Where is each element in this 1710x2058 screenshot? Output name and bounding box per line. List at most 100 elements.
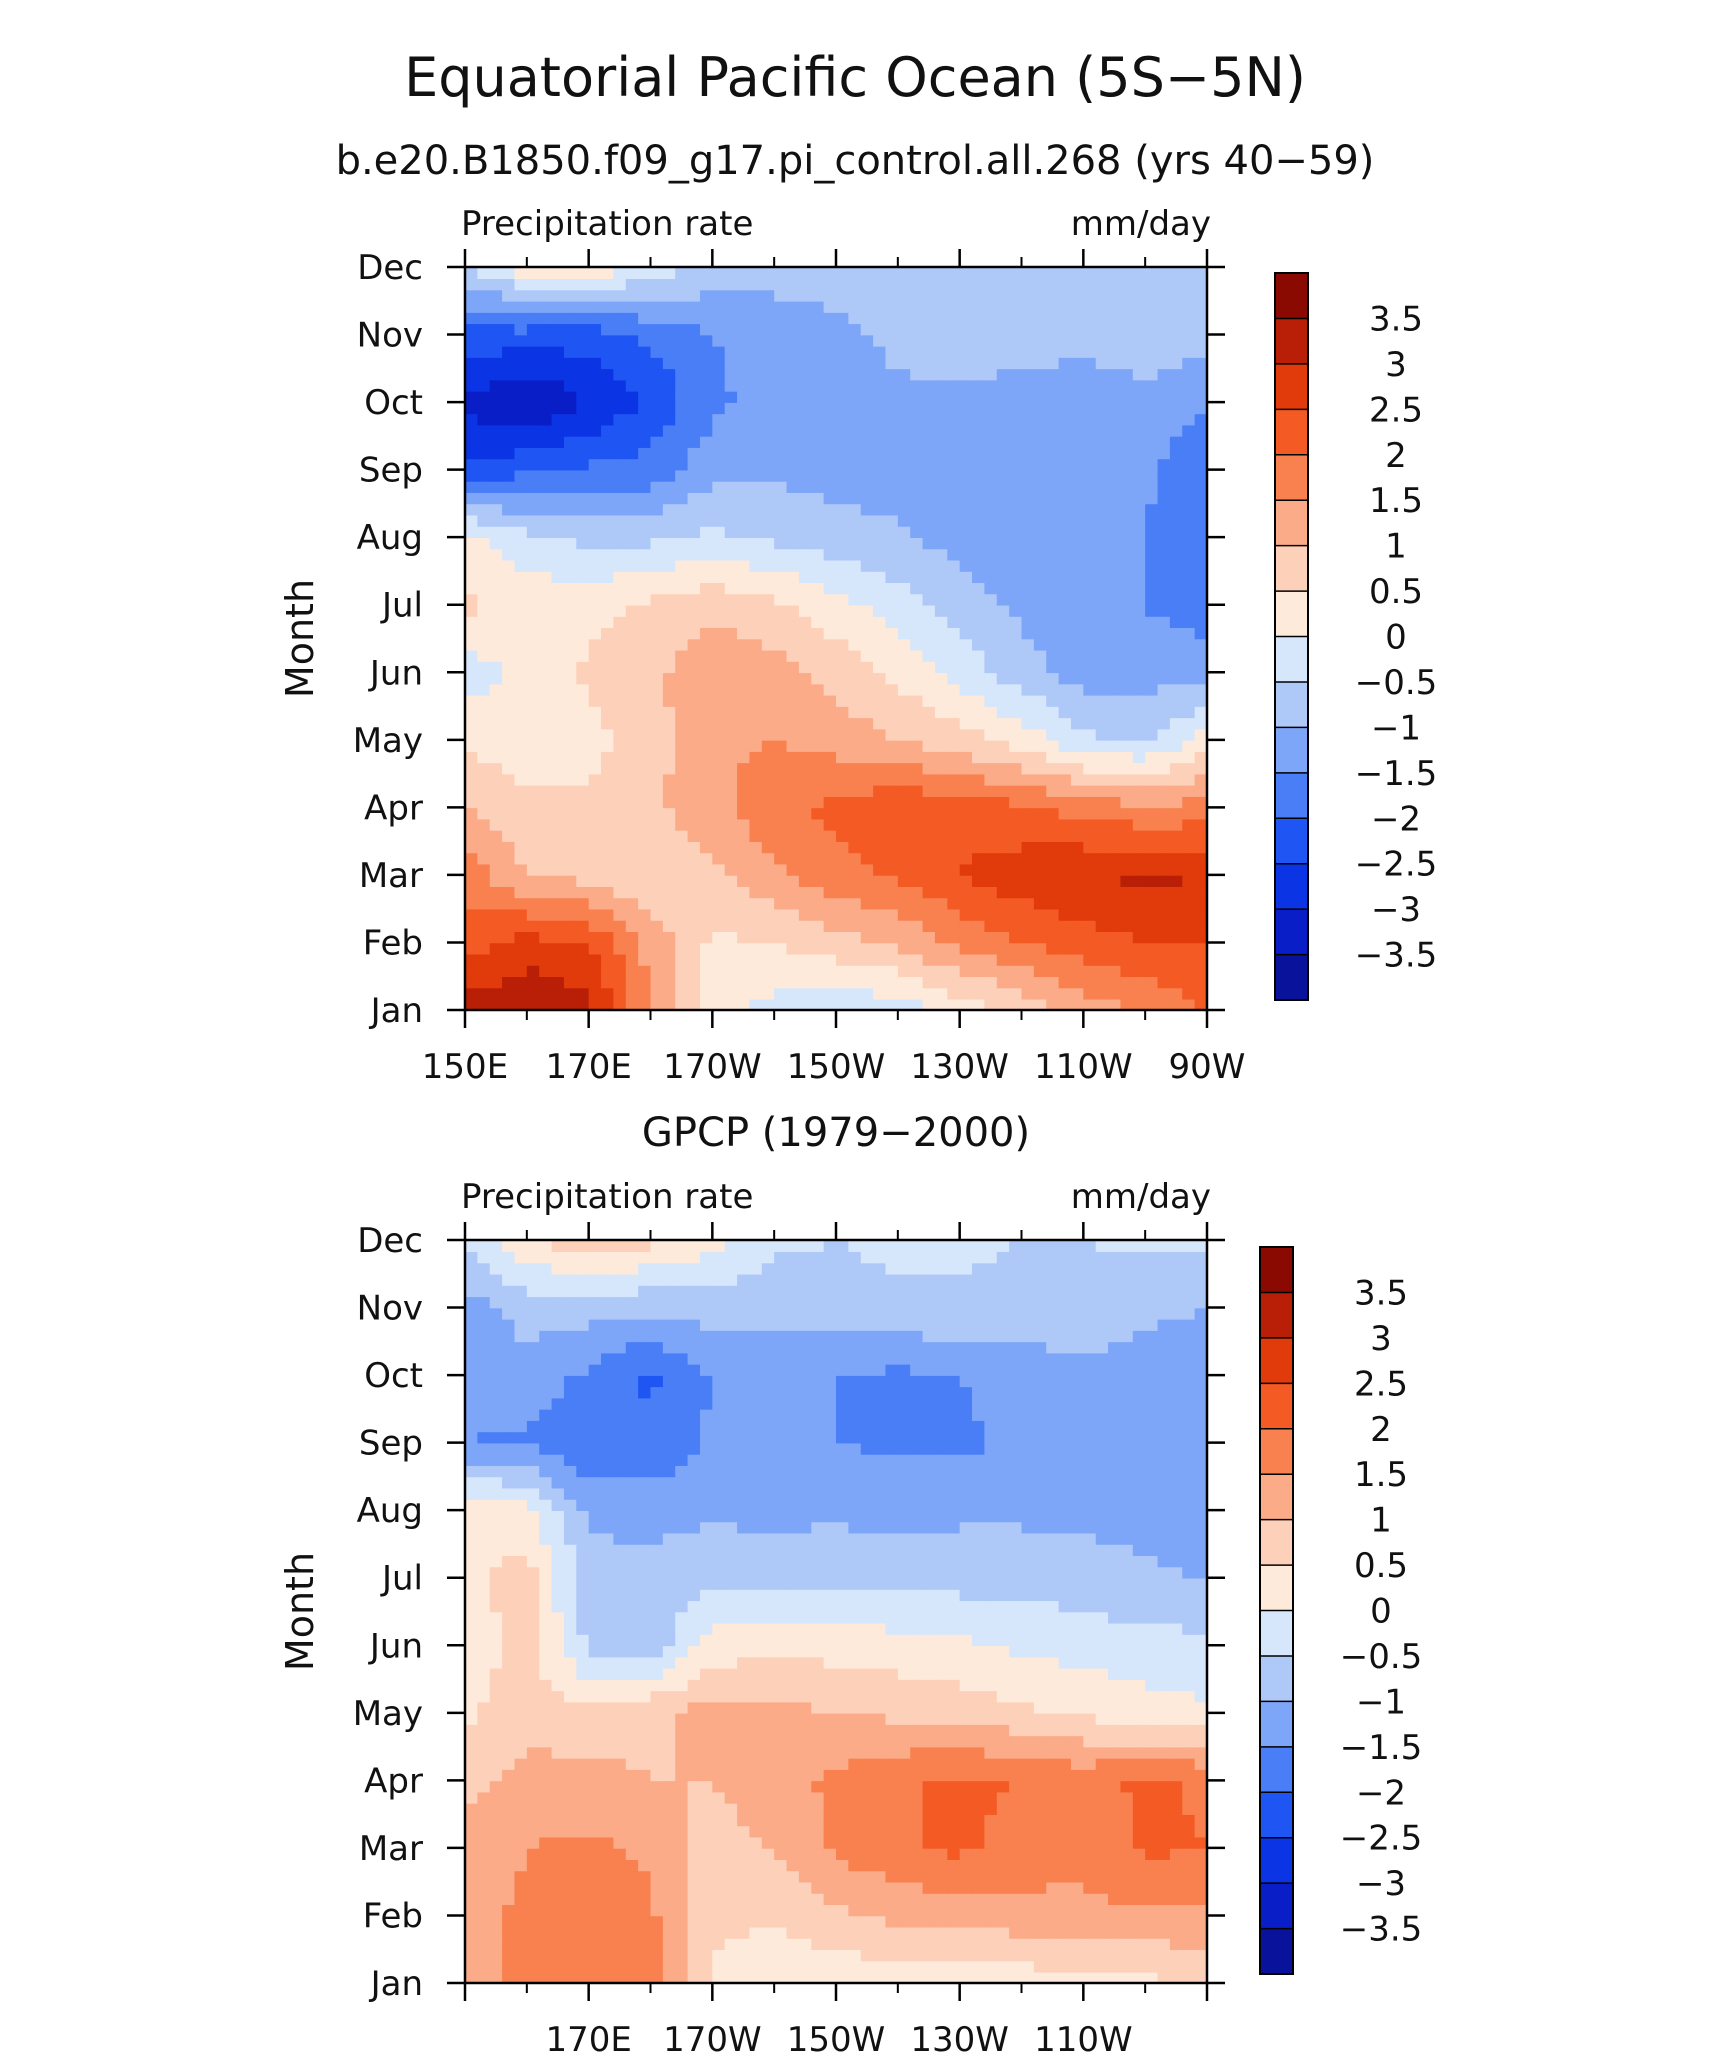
field-cell: [502, 807, 516, 820]
field-cell: [848, 863, 862, 876]
field-cell: [996, 435, 1010, 448]
field-cell: [1009, 1926, 1023, 1939]
field-cell: [1132, 413, 1146, 426]
field-cell: [774, 1949, 788, 1962]
field-cell: [551, 919, 565, 932]
field-cell: [1021, 694, 1035, 707]
field-cell: [910, 379, 924, 392]
field-cell: [1132, 1971, 1146, 1983]
field-cell: [601, 424, 615, 437]
field-cell: [749, 537, 763, 550]
field-cell: [724, 1859, 738, 1872]
field-cell: [823, 728, 837, 741]
field-cell: [1145, 357, 1159, 370]
field-cell: [675, 514, 689, 527]
field-cell: [1046, 739, 1060, 752]
field-cell: [774, 582, 788, 595]
field-cell: [489, 379, 503, 392]
field-cell: [699, 503, 714, 516]
field-cell: [1182, 469, 1196, 482]
field-cell: [489, 773, 503, 786]
field-cell: [873, 908, 887, 921]
field-cell: [477, 514, 491, 527]
field-cell: [934, 638, 949, 651]
field-cell: [1157, 1926, 1171, 1939]
field-cell: [675, 413, 689, 426]
field-cell: [947, 1859, 961, 1872]
field-cell: [811, 582, 825, 595]
field-cell: [947, 548, 961, 561]
field-cell: [1070, 548, 1085, 561]
field-cell: [1108, 1915, 1122, 1928]
field-cell: [638, 503, 652, 516]
field-cell: [489, 931, 503, 944]
field-cell: [724, 1904, 738, 1917]
field-cell: [1145, 1926, 1159, 1939]
field-cell: [1157, 976, 1171, 989]
field-cell: [1058, 379, 1072, 392]
field-cell: [996, 818, 1010, 831]
field-cell: [514, 1892, 528, 1905]
field-cell: [687, 469, 701, 482]
field-cell: [576, 1802, 590, 1815]
field-cell: [675, 357, 689, 370]
field-cell: [1157, 784, 1171, 797]
field-cell: [687, 559, 701, 572]
field-cell: [662, 829, 677, 842]
field-cell: [1157, 447, 1171, 460]
field-cell: [675, 570, 689, 584]
field-cell: [502, 874, 516, 887]
field-cell: [860, 919, 874, 932]
field-cell: [1095, 390, 1109, 403]
field-cell: [897, 661, 911, 674]
field-cell: [477, 1926, 491, 1939]
field-cell: [786, 739, 800, 752]
field-cell: [551, 289, 565, 302]
field-cell: [811, 1847, 825, 1860]
field-cell: [811, 728, 825, 741]
field-cell: [1157, 908, 1171, 921]
field-cell: [625, 312, 639, 325]
field-cell: [465, 852, 479, 865]
field-cell: [934, 447, 949, 460]
field-cell: [1182, 998, 1196, 1010]
field-cell: [749, 424, 763, 437]
field-cell: [489, 390, 503, 403]
field-cell: [1033, 289, 1048, 302]
field-cell: [1132, 931, 1146, 944]
field-cell: [662, 852, 677, 865]
field-cell: [1083, 514, 1097, 527]
field-cell: [885, 886, 899, 899]
field-cell: [885, 604, 899, 617]
field-cell: [1070, 661, 1085, 674]
field-cell: [563, 751, 578, 764]
field-cell: [885, 447, 899, 460]
field-cell: [1021, 852, 1035, 865]
field-cell: [1182, 897, 1196, 910]
field-cell: [613, 402, 627, 415]
field-cell: [1157, 1971, 1171, 1983]
field-cell: [502, 694, 516, 707]
field-cell: [477, 402, 491, 415]
field-cell: [563, 469, 578, 482]
field-cell: [910, 1937, 924, 1951]
field-cell: [514, 976, 528, 989]
field-cell: [737, 582, 751, 595]
field-cell: [922, 413, 936, 426]
field-cell: [1070, 357, 1085, 370]
field-cell: [699, 841, 714, 854]
field-cell: [502, 841, 516, 854]
field-cell: [786, 1836, 800, 1849]
field-cell: [811, 796, 825, 809]
field-cell: [650, 976, 664, 989]
field-cell: [526, 672, 540, 685]
field-cell: [1108, 323, 1122, 336]
field-cell: [1046, 987, 1060, 1000]
field-cell: [699, 582, 714, 595]
field-cell: [836, 548, 850, 561]
field-cell: [836, 413, 850, 426]
field-cell: [687, 492, 701, 505]
field-cell: [539, 683, 553, 696]
field-cell: [1009, 987, 1023, 1000]
field-cell: [1120, 278, 1134, 291]
